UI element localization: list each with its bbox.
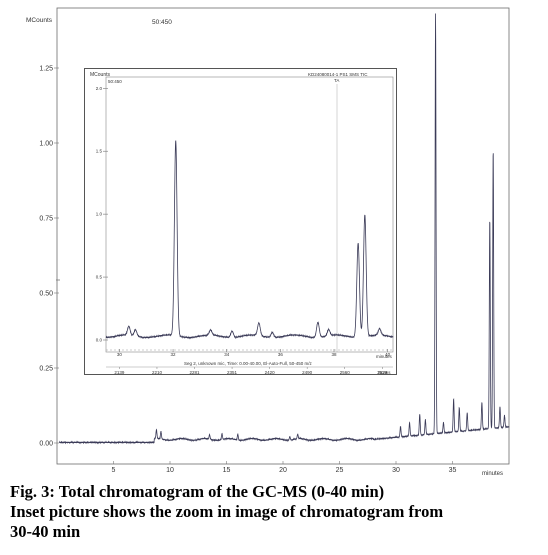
y-tick-label: 1.5 [96, 149, 103, 154]
y-tick-label: 1.0 [96, 212, 103, 217]
x-tick-label: 32 [171, 352, 177, 357]
y-tick-label: 1.00 [39, 140, 53, 147]
main-chromatogram: MCounts 50:450 minutes 0.00 0.25 0.50 0.75 1… [26, 7, 510, 477]
scan-tick-label: 2629 [377, 370, 388, 375]
inset-x-axis-label: minutes [376, 354, 393, 359]
inset-frame [84, 68, 397, 375]
y-tick-label: 0.25 [39, 365, 53, 372]
x-tick-label: 5 [112, 467, 116, 474]
inset-x-ticks: 30 32 34 36 38 40 [117, 349, 391, 357]
inset-scans-label: Scans [378, 370, 391, 375]
x-tick-label: 35 [449, 467, 457, 474]
inset-y-axis-label: MCounts [90, 72, 111, 78]
inset-info-line: Seg 2, unknown mic, Time: 0.00-40.00, El… [184, 361, 313, 366]
y-tick-label: 0.5 [96, 275, 103, 280]
y-tick-label: 0.75 [39, 215, 53, 222]
x-tick-label: 40 [385, 352, 391, 357]
scan-tick-label: 2420 [265, 370, 276, 375]
figure-caption: Fig. 3: Total chromatogram of the GC-MS … [10, 482, 542, 542]
y-tick-label: 0.50 [39, 290, 53, 297]
x-tick-label: 25 [336, 467, 344, 474]
main-chromatogram-trace [59, 13, 510, 445]
x-tick-label: 36 [278, 352, 284, 357]
inset-peak-marker-label: TA [334, 78, 339, 83]
x-tick-label: 34 [224, 352, 230, 357]
scan-tick-label: 2490 [302, 370, 313, 375]
main-x-ticks: 5 10 15 20 25 30 35 [112, 461, 457, 474]
scan-tick-label: 2210 [152, 370, 163, 375]
scan-tick-label: 2281 [190, 370, 201, 375]
inset-plot-frame [105, 76, 394, 353]
caption-line-3: 30-40 min [10, 522, 81, 541]
x-tick-label: 20 [279, 467, 287, 474]
main-x-axis-label: minutes [482, 471, 503, 477]
caption-line-2: Inset picture shows the zoom in image of… [10, 502, 444, 521]
main-y-axis-label: MCounts [26, 17, 53, 24]
inset-scan-range-label: 50:450 [108, 79, 122, 84]
caption-line-1: Fig. 3: Total chromatogram of the GC-MS … [10, 482, 385, 501]
y-tick-label: 1.25 [39, 65, 53, 72]
x-tick-label: 30 [117, 352, 123, 357]
scan-tick-label: 2560 [340, 370, 351, 375]
x-tick-label: 30 [392, 467, 400, 474]
inset-chromatogram: MCounts 50:450 KD24080014-1 PS1 SMS TIC … [84, 68, 397, 375]
y-tick-label: 0.00 [39, 440, 53, 447]
main-y-ticks: 0.00 0.25 0.50 0.75 1.00 1.25 [39, 65, 59, 447]
y-tick-label: 2.0 [96, 86, 103, 91]
x-tick-label: 38 [331, 352, 337, 357]
inset-scan-ticks: 2139 2210 2281 2351 2420 2490 2560 2629 [114, 367, 388, 375]
x-tick-label: 15 [223, 467, 231, 474]
inset-chromatogram-trace [105, 140, 394, 340]
scan-tick-label: 2351 [227, 370, 238, 375]
scan-tick-label: 2139 [114, 370, 125, 375]
main-scan-range-label: 50:450 [152, 19, 172, 26]
inset-y-ticks: 0.0 0.5 1.0 1.5 2.0 [96, 86, 108, 343]
y-tick-label: 0.0 [96, 338, 103, 343]
x-tick-label: 10 [166, 467, 174, 474]
inset-header-text: KD24080014-1 PS1 SMS TIC [308, 72, 368, 77]
